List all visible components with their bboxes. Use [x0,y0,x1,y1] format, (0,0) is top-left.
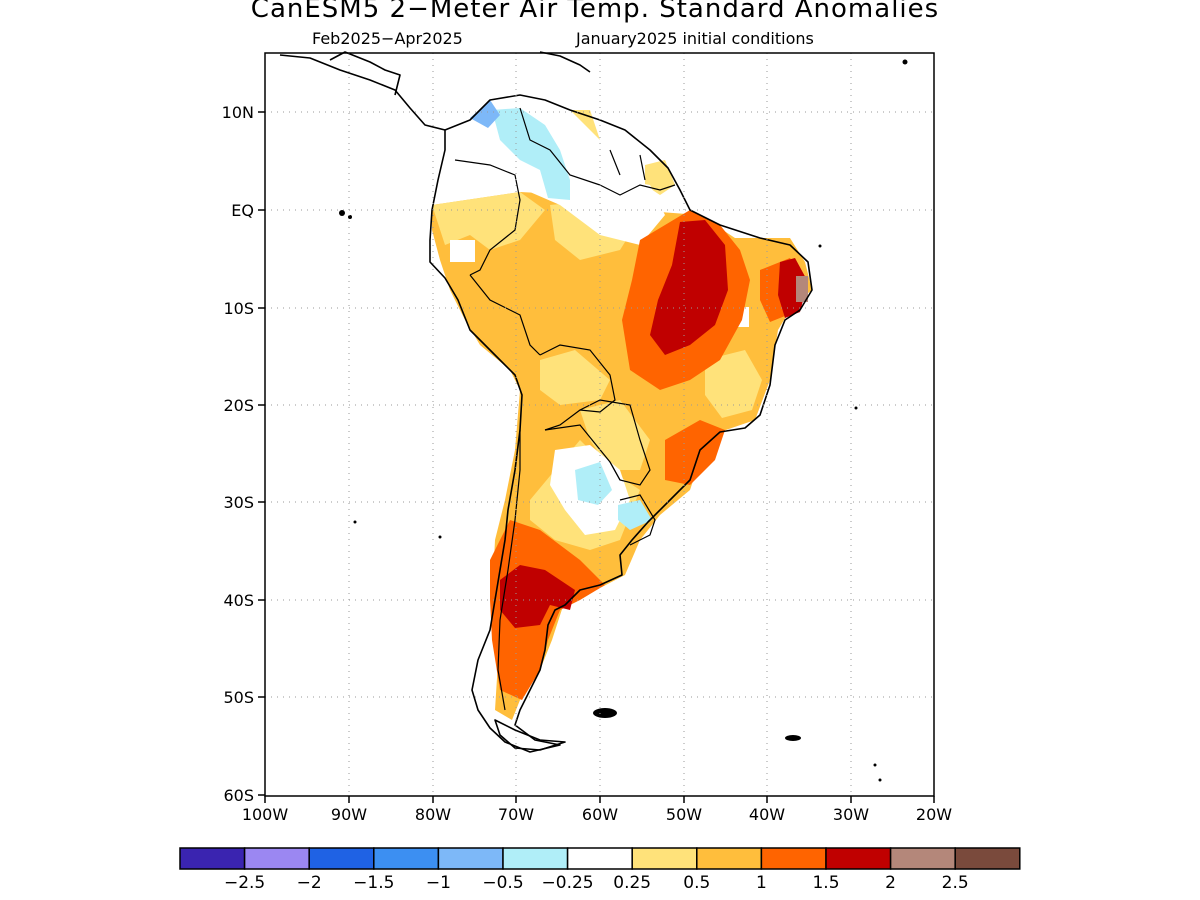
legend-label: −2 [297,873,322,893]
legend-label: −2.5 [224,873,265,893]
lat-label: 50S [223,688,254,707]
islands [339,59,908,782]
south-america-coastline [429,94,813,753]
atlantic-island [902,59,908,65]
legend-label: 2 [885,873,896,893]
axis-ticks [258,111,935,803]
lon-label: 90W [331,805,367,824]
atlantic-island [818,244,822,248]
legend-color-box [760,847,827,870]
legend-color-box [308,847,375,870]
legend-color-box [954,847,1021,870]
border-uruguay [619,494,656,546]
legend-color-box [437,847,504,870]
legend-color-box [502,847,569,870]
lon-label: 60W [582,805,618,824]
border-guianas [609,149,646,181]
country-borders [454,107,676,711]
south-georgia-island [785,735,801,741]
anomaly-region-cool-north [492,108,570,200]
legend-color-box [566,847,633,870]
legend-label: 0.5 [683,873,710,893]
lon-label: 80W [415,805,451,824]
legend-label: −1 [426,873,451,893]
legend-label: 0.25 [613,873,651,893]
lon-label: 30W [833,805,869,824]
border-colombia [454,159,521,276]
anomaly-region-max-brazil [650,220,728,355]
anomaly-region-pale-1 [432,192,545,250]
lat-label: 10N [222,103,254,122]
atlantic-island [854,406,858,410]
border-brazil-north [599,184,676,196]
lat-label: 30S [223,493,254,512]
legend-boxes [179,847,1021,870]
legend-color-box [889,847,956,870]
lon-label: 100W [242,805,289,824]
anomaly-region-pale-4 [705,350,762,418]
legend-color-box [179,847,246,870]
anomaly-region-max-east [778,258,808,318]
legend-labels: −2.5 −2 −1.5 −1 −0.5 −0.25 0.25 0.5 1 1.5 2 2.5 [224,873,969,893]
galapagos-island [339,210,345,216]
anomaly-region-cool-uruguay [618,500,652,530]
legend-label: −0.25 [542,873,594,893]
anomaly-cell-neutral-2 [450,240,475,262]
legend-color-box [696,847,763,870]
lat-label: 60S [223,786,254,805]
anomaly-region-cool-south [575,462,612,505]
anomaly-region-cool-north-2 [470,100,500,128]
legend-color-box [825,847,892,870]
border-argentina-chile [497,430,521,711]
anomaly-field [432,100,812,720]
lon-label: 50W [666,805,702,824]
anomaly-region-max-patagonia [500,565,575,628]
lat-label: 40S [223,591,254,610]
anomaly-region-strong-southeast [665,420,725,485]
border-peru-brazil [469,274,541,356]
map-title: CanESM5 2−Meter Air Temp. Standard Anoma… [250,0,940,24]
lon-label: 70W [498,805,534,824]
initial-conditions: January2025 initial conditions [576,29,814,48]
lat-label: 20S [223,396,254,415]
falkland-islands [593,708,617,718]
legend-label: −1.5 [353,873,394,893]
border-venezuela [519,107,601,186]
legend-color-box [631,847,698,870]
sandwich-island [878,778,882,782]
border-argentina-north [544,424,621,481]
border-bolivia [539,344,616,431]
legend-color-box [243,847,310,870]
pacific-island [438,535,442,539]
legend-label: 1.5 [812,873,839,893]
tierra-del-fuego [494,719,566,751]
lat-label: 10S [223,299,254,318]
lon-labels: 100W 90W 80W 70W 60W 50W 40W 30W 20W [242,805,952,824]
forecast-period: Feb2025−Apr2025 [312,29,463,48]
legend-label: 2.5 [942,873,969,893]
lat-label: EQ [231,201,254,220]
pacific-island [353,520,357,524]
legend-color-box [373,847,440,870]
border-paraguay [579,399,651,486]
sandwich-island [873,763,877,767]
legend-label: −0.5 [482,873,523,893]
anomaly-cell-extreme [796,276,808,302]
central-america-coastline [279,54,446,131]
lat-labels: 10N EQ 10S 20S 30S 40S 50S 60S [222,103,254,805]
lon-label: 20W [916,805,952,824]
anomaly-region-pale-3 [540,350,610,405]
legend-label: 1 [756,873,767,893]
lon-label: 40W [749,805,785,824]
anomaly-region-pale-5 [580,400,650,470]
caribbean-coastline [539,51,591,73]
